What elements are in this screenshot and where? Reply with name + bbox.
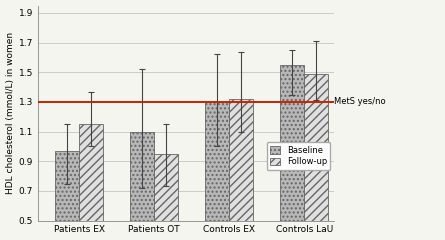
Bar bbox=[154, 154, 178, 240]
Bar bbox=[280, 65, 304, 240]
Bar bbox=[55, 151, 79, 240]
Bar bbox=[304, 74, 328, 240]
Y-axis label: HDL cholesterol (mmol/L) in women: HDL cholesterol (mmol/L) in women bbox=[5, 32, 15, 194]
Legend: Baseline, Follow-up: Baseline, Follow-up bbox=[267, 143, 330, 170]
Bar bbox=[79, 124, 103, 240]
Bar bbox=[205, 102, 229, 240]
Bar bbox=[229, 99, 253, 240]
Text: MetS yes/no: MetS yes/no bbox=[335, 97, 386, 107]
Bar bbox=[130, 132, 154, 240]
